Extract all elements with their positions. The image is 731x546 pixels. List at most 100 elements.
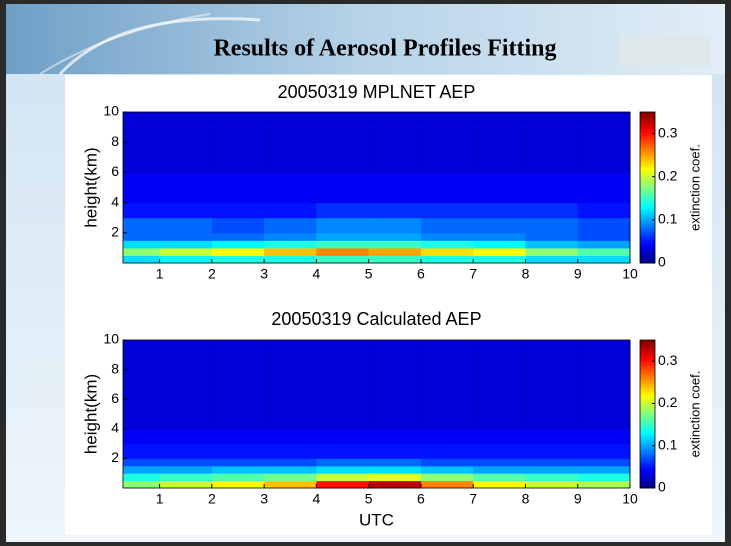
- heat-cell: [264, 112, 317, 173]
- colorbar-swatch: [640, 467, 655, 470]
- heat-cell: [368, 465, 422, 474]
- colorbar-swatch: [640, 137, 655, 141]
- heat-cell: [159, 240, 213, 249]
- colorbar-swatch: [640, 451, 655, 454]
- colorbar-swatch: [640, 130, 655, 134]
- heat-cell: [264, 217, 317, 234]
- heat-cell: [525, 340, 579, 400]
- colorbar-swatch: [640, 213, 655, 217]
- colorbar-swatch: [640, 140, 655, 144]
- heat-cell: [473, 340, 526, 400]
- colorbar-swatch: [640, 370, 655, 373]
- heat-cell: [368, 112, 422, 173]
- heat-cell: [123, 172, 161, 204]
- colorbar-swatch: [640, 363, 655, 366]
- colorbar-tick-label: 0: [658, 479, 666, 495]
- heat-cell: [420, 172, 474, 204]
- colorbar-swatch: [640, 469, 655, 473]
- colorbar-tick-label: 0: [658, 254, 666, 270]
- heat-cell: [577, 247, 631, 256]
- colorbar-tick-label: 0.1: [658, 211, 678, 227]
- x-tick-label: 7: [469, 491, 477, 507]
- swoosh: [39, 13, 211, 75]
- heat-cell: [264, 465, 317, 474]
- x-tick-label: 9: [574, 491, 582, 507]
- heat-cell: [525, 480, 579, 489]
- colorbar-swatch: [640, 379, 655, 383]
- heat-cell: [368, 473, 422, 482]
- colorbar-border: [639, 339, 656, 489]
- colorbar-tick-label: 0.3: [658, 352, 678, 368]
- heat-cell: [316, 480, 370, 489]
- x-tick-label: 6: [417, 491, 425, 507]
- colorbar-swatch: [640, 220, 655, 224]
- heat-cell: [473, 172, 526, 204]
- colorbar-swatch: [640, 434, 655, 438]
- heat-cell: [525, 443, 579, 459]
- heat-cell: [473, 232, 526, 241]
- colorbar-swatch: [640, 199, 655, 203]
- colorbar-swatch: [640, 112, 655, 115]
- colorbar-label: extinction coef.: [687, 371, 702, 458]
- heat-cell: [264, 399, 317, 430]
- chart-title: 20050319 Calculated AEP: [271, 309, 481, 329]
- colorbar-swatch: [640, 189, 655, 193]
- colorbar-swatch: [640, 126, 655, 130]
- heat-cell: [211, 255, 265, 264]
- colorbar-swatch: [640, 455, 655, 459]
- x-tick-label: 2: [208, 266, 216, 282]
- y-axis-label: height(km): [81, 147, 100, 227]
- heat-cell: [473, 399, 526, 430]
- heat-cell: [159, 202, 213, 219]
- colorbar-swatch: [640, 358, 655, 362]
- heat-cell: [420, 473, 474, 482]
- colorbar-swatch: [640, 444, 655, 447]
- colorbar-swatch: [640, 237, 655, 240]
- colorbar-swatch: [640, 211, 655, 214]
- heat-cell: [473, 480, 526, 489]
- x-tick-label: 5: [365, 266, 373, 282]
- colorbar-swatch: [640, 423, 655, 427]
- heat-cell: [316, 473, 370, 482]
- colorbar-swatch: [640, 404, 655, 408]
- heat-cell: [123, 480, 161, 489]
- heat-cell: [211, 217, 265, 234]
- heat-cell: [525, 399, 579, 430]
- heat-cell: [264, 202, 317, 219]
- heat-cell: [420, 458, 474, 467]
- heat-cell: [368, 217, 422, 234]
- y-tick-label: 6: [111, 390, 119, 406]
- colorbar-swatch: [640, 128, 655, 132]
- heat-cell: [211, 465, 265, 474]
- colorbar-swatch: [640, 374, 655, 378]
- heat-cell: [525, 458, 579, 467]
- heat-cell: [577, 112, 631, 173]
- heat-cell: [316, 172, 370, 204]
- heat-cell: [264, 480, 317, 489]
- heat-cell: [473, 428, 526, 445]
- heat-cell: [316, 428, 370, 445]
- colorbar-swatch: [640, 173, 655, 177]
- colorbar-swatch: [640, 182, 655, 186]
- colorbar-swatch: [640, 390, 655, 394]
- colorbar-swatch: [640, 260, 655, 264]
- heat-cell: [368, 399, 422, 430]
- heat-cell: [159, 465, 213, 474]
- heat-cell: [264, 255, 317, 264]
- heat-cell: [420, 247, 474, 256]
- x-tick-label: 4: [312, 266, 320, 282]
- plot-border: [122, 111, 631, 264]
- heat-cell: [525, 172, 579, 204]
- x-tick-label: 1: [156, 491, 164, 507]
- colorbar-swatch: [640, 453, 655, 457]
- colorbar-swatch: [640, 356, 655, 359]
- y-tick-label: 10: [103, 331, 119, 347]
- y-tick-label: 4: [111, 420, 119, 436]
- colorbar-swatch: [640, 344, 655, 348]
- colorbar-swatch: [640, 414, 655, 417]
- heat-cell: [420, 340, 474, 400]
- heat-cell: [316, 247, 370, 256]
- heat-cell: [473, 458, 526, 467]
- heat-cell: [159, 340, 213, 400]
